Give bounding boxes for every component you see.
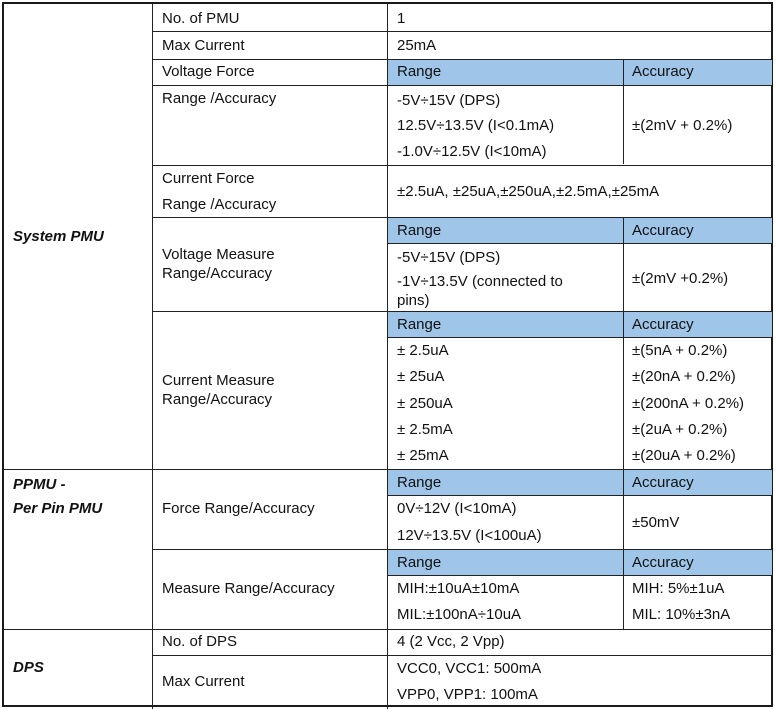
accuracy-header: Accuracy xyxy=(632,316,694,333)
measure-range: MIH:±10uA±10mA xyxy=(397,580,520,597)
range-header: Range xyxy=(397,554,442,571)
force-range-accuracy-label: Force Range/Accuracy xyxy=(162,500,315,517)
cm-range: ± 25mA xyxy=(397,447,449,464)
cm-range: ± 250uA xyxy=(397,395,453,412)
dps-max-current-value-1: VCC0, VCC1: 500mA xyxy=(397,660,542,677)
force-range-2: 12V÷13.5V (I<100uA) xyxy=(397,527,542,544)
accuracy-header: Accuracy xyxy=(632,63,694,80)
vm-label: Voltage Measure xyxy=(162,246,275,263)
vf-range-accuracy-label: Range /Accuracy xyxy=(162,90,277,107)
force-range-1: 0V÷12V (I<10mA) xyxy=(397,500,517,517)
vm-range-1: -5V÷15V (DPS) xyxy=(397,249,501,266)
dps-max-current-label: Max Current xyxy=(162,673,245,690)
row-divider xyxy=(387,243,771,244)
range-header: Range xyxy=(397,316,442,333)
cm-accuracy: ±(200nA + 0.2%) xyxy=(632,395,745,412)
row-divider xyxy=(152,165,771,166)
measure-range: MIL:±100nA÷10uA xyxy=(397,606,522,623)
group-label-ppmu: PPMU - xyxy=(13,476,66,493)
header-fill xyxy=(388,60,772,85)
column-divider xyxy=(623,60,624,164)
row-divider xyxy=(387,575,771,576)
group-label-dps: DPS xyxy=(13,659,44,676)
accuracy-header: Accuracy xyxy=(632,474,694,491)
accuracy-header: Accuracy xyxy=(632,222,694,239)
column-divider xyxy=(387,4,388,709)
cm-label-2: Range/Accuracy xyxy=(162,391,273,408)
range-header: Range xyxy=(397,222,442,239)
dps-max-current-value-2: VPP0, VPP1: 100mA xyxy=(397,686,538,703)
vf-range-3: -1.0V÷12.5V (I<10mA) xyxy=(397,143,547,160)
max-current-value: 25mA xyxy=(397,37,437,54)
current-force-label: Current Force xyxy=(162,170,255,187)
row-divider xyxy=(152,549,771,550)
range-header: Range xyxy=(397,63,442,80)
header-fill xyxy=(388,470,772,495)
cm-accuracy: ±(20uA + 0.2%) xyxy=(632,447,736,464)
voltage-force-label: Voltage Force xyxy=(162,63,255,80)
cm-range: ± 2.5uA xyxy=(397,342,449,359)
current-force-label-2: Range /Accuracy xyxy=(162,196,277,213)
vm-accuracy: ±(2mV +0.2%) xyxy=(632,270,729,287)
no-of-dps-label: No. of DPS xyxy=(162,633,238,650)
header-fill xyxy=(388,550,772,575)
force-accuracy: ±50mV xyxy=(632,514,680,531)
row-divider xyxy=(152,31,771,32)
cm-accuracy: ±(20nA + 0.2%) xyxy=(632,368,736,385)
group-label-system-pmu: System PMU xyxy=(13,228,104,245)
row-divider xyxy=(152,655,771,656)
header-fill xyxy=(388,218,772,243)
column-divider xyxy=(152,4,153,709)
group-label-ppmu-sub: Per Pin PMU xyxy=(13,500,103,517)
no-of-pmu-label: No. of PMU xyxy=(162,10,240,27)
current-force-value: ±2.5uA, ±25uA,±250uA,±2.5mA,±25mA xyxy=(397,183,660,200)
cm-accuracy: ±(5nA + 0.2%) xyxy=(632,342,728,359)
row-divider xyxy=(152,59,771,60)
no-of-pmu-value: 1 xyxy=(397,10,406,27)
cm-label: Current Measure xyxy=(162,372,275,389)
cm-accuracy: ±(2uA + 0.2%) xyxy=(632,421,728,438)
vm-range-2: -1V÷13.5V (connected to xyxy=(397,273,563,290)
vf-range-1: -5V÷15V (DPS) xyxy=(397,92,501,109)
row-divider xyxy=(152,311,771,312)
vm-label-2: Range/Accuracy xyxy=(162,265,273,282)
cm-range: ± 25uA xyxy=(397,368,445,385)
row-divider xyxy=(152,85,771,86)
row-divider xyxy=(387,337,771,338)
measure-accuracy: MIH: 5%±1uA xyxy=(632,580,725,597)
max-current-label: Max Current xyxy=(162,37,245,54)
measure-accuracy: MIL: 10%±3nA xyxy=(632,606,731,623)
no-of-dps-value: 4 (2 Vcc, 2 Vpp) xyxy=(397,633,505,650)
vm-range-3: pins) xyxy=(397,292,430,309)
row-divider xyxy=(152,217,771,218)
row-divider xyxy=(4,629,771,630)
row-divider xyxy=(387,495,771,496)
range-header: Range xyxy=(397,474,442,491)
vf-range-2: 12.5V÷13.5V (I<0.1mA) xyxy=(397,117,555,134)
cm-range: ± 2.5mA xyxy=(397,421,453,438)
measure-range-accuracy-label: Measure Range/Accuracy xyxy=(162,580,335,597)
header-fill xyxy=(388,312,772,337)
accuracy-header: Accuracy xyxy=(632,554,694,571)
row-divider xyxy=(4,469,771,470)
column-divider xyxy=(623,218,624,469)
vf-accuracy: ±(2mV + 0.2%) xyxy=(632,117,733,134)
